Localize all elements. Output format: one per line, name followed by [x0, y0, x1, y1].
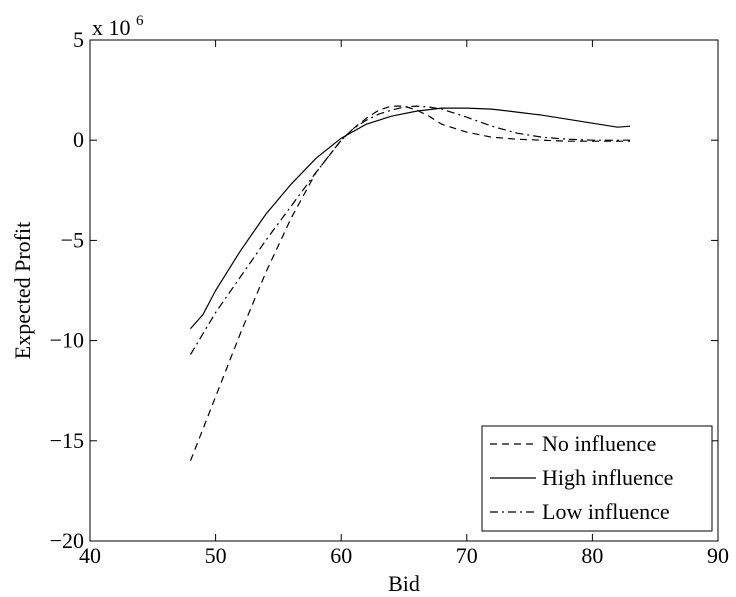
y-axis-label: Expected Profit	[10, 222, 35, 359]
x-tick-label: 40	[79, 543, 101, 568]
y-tick-label: 0	[73, 127, 84, 152]
legend-entry-label: Low influence	[542, 499, 670, 524]
series-layer	[189, 105, 631, 462]
x-tick-label: 50	[205, 543, 227, 568]
series-line-high-influence	[190, 107, 631, 329]
y-tick-label: −5	[61, 227, 84, 252]
y-multiplier-exponent: 6	[136, 13, 144, 29]
series-line-no-influence	[189, 105, 631, 462]
y-tick-label: 5	[73, 27, 84, 52]
y-tick-label: −15	[50, 428, 84, 453]
x-tick-label: 90	[707, 543, 729, 568]
y-axis-ticks: −20 −15 −10 −5 0 5	[50, 27, 718, 553]
x-tick-label: 60	[330, 543, 352, 568]
x-tick-label: 70	[456, 543, 478, 568]
y-multiplier-base: x 10	[92, 15, 131, 40]
y-multiplier-label: x 10 6	[92, 13, 144, 40]
y-tick-label: −10	[50, 328, 84, 353]
y-tick-label: −20	[50, 528, 84, 553]
legend-entry-label: High influence	[542, 465, 673, 490]
series-line-low-influence	[189, 105, 631, 355]
legend-entry-label: No influence	[542, 431, 656, 456]
x-axis-label: Bid	[388, 571, 420, 596]
x-axis-ticks: 40 50 60 70 80 90	[79, 40, 729, 568]
plot-frame	[89, 39, 719, 542]
x-tick-label: 80	[581, 543, 603, 568]
legend: No influence High influence Low influence	[481, 425, 713, 532]
